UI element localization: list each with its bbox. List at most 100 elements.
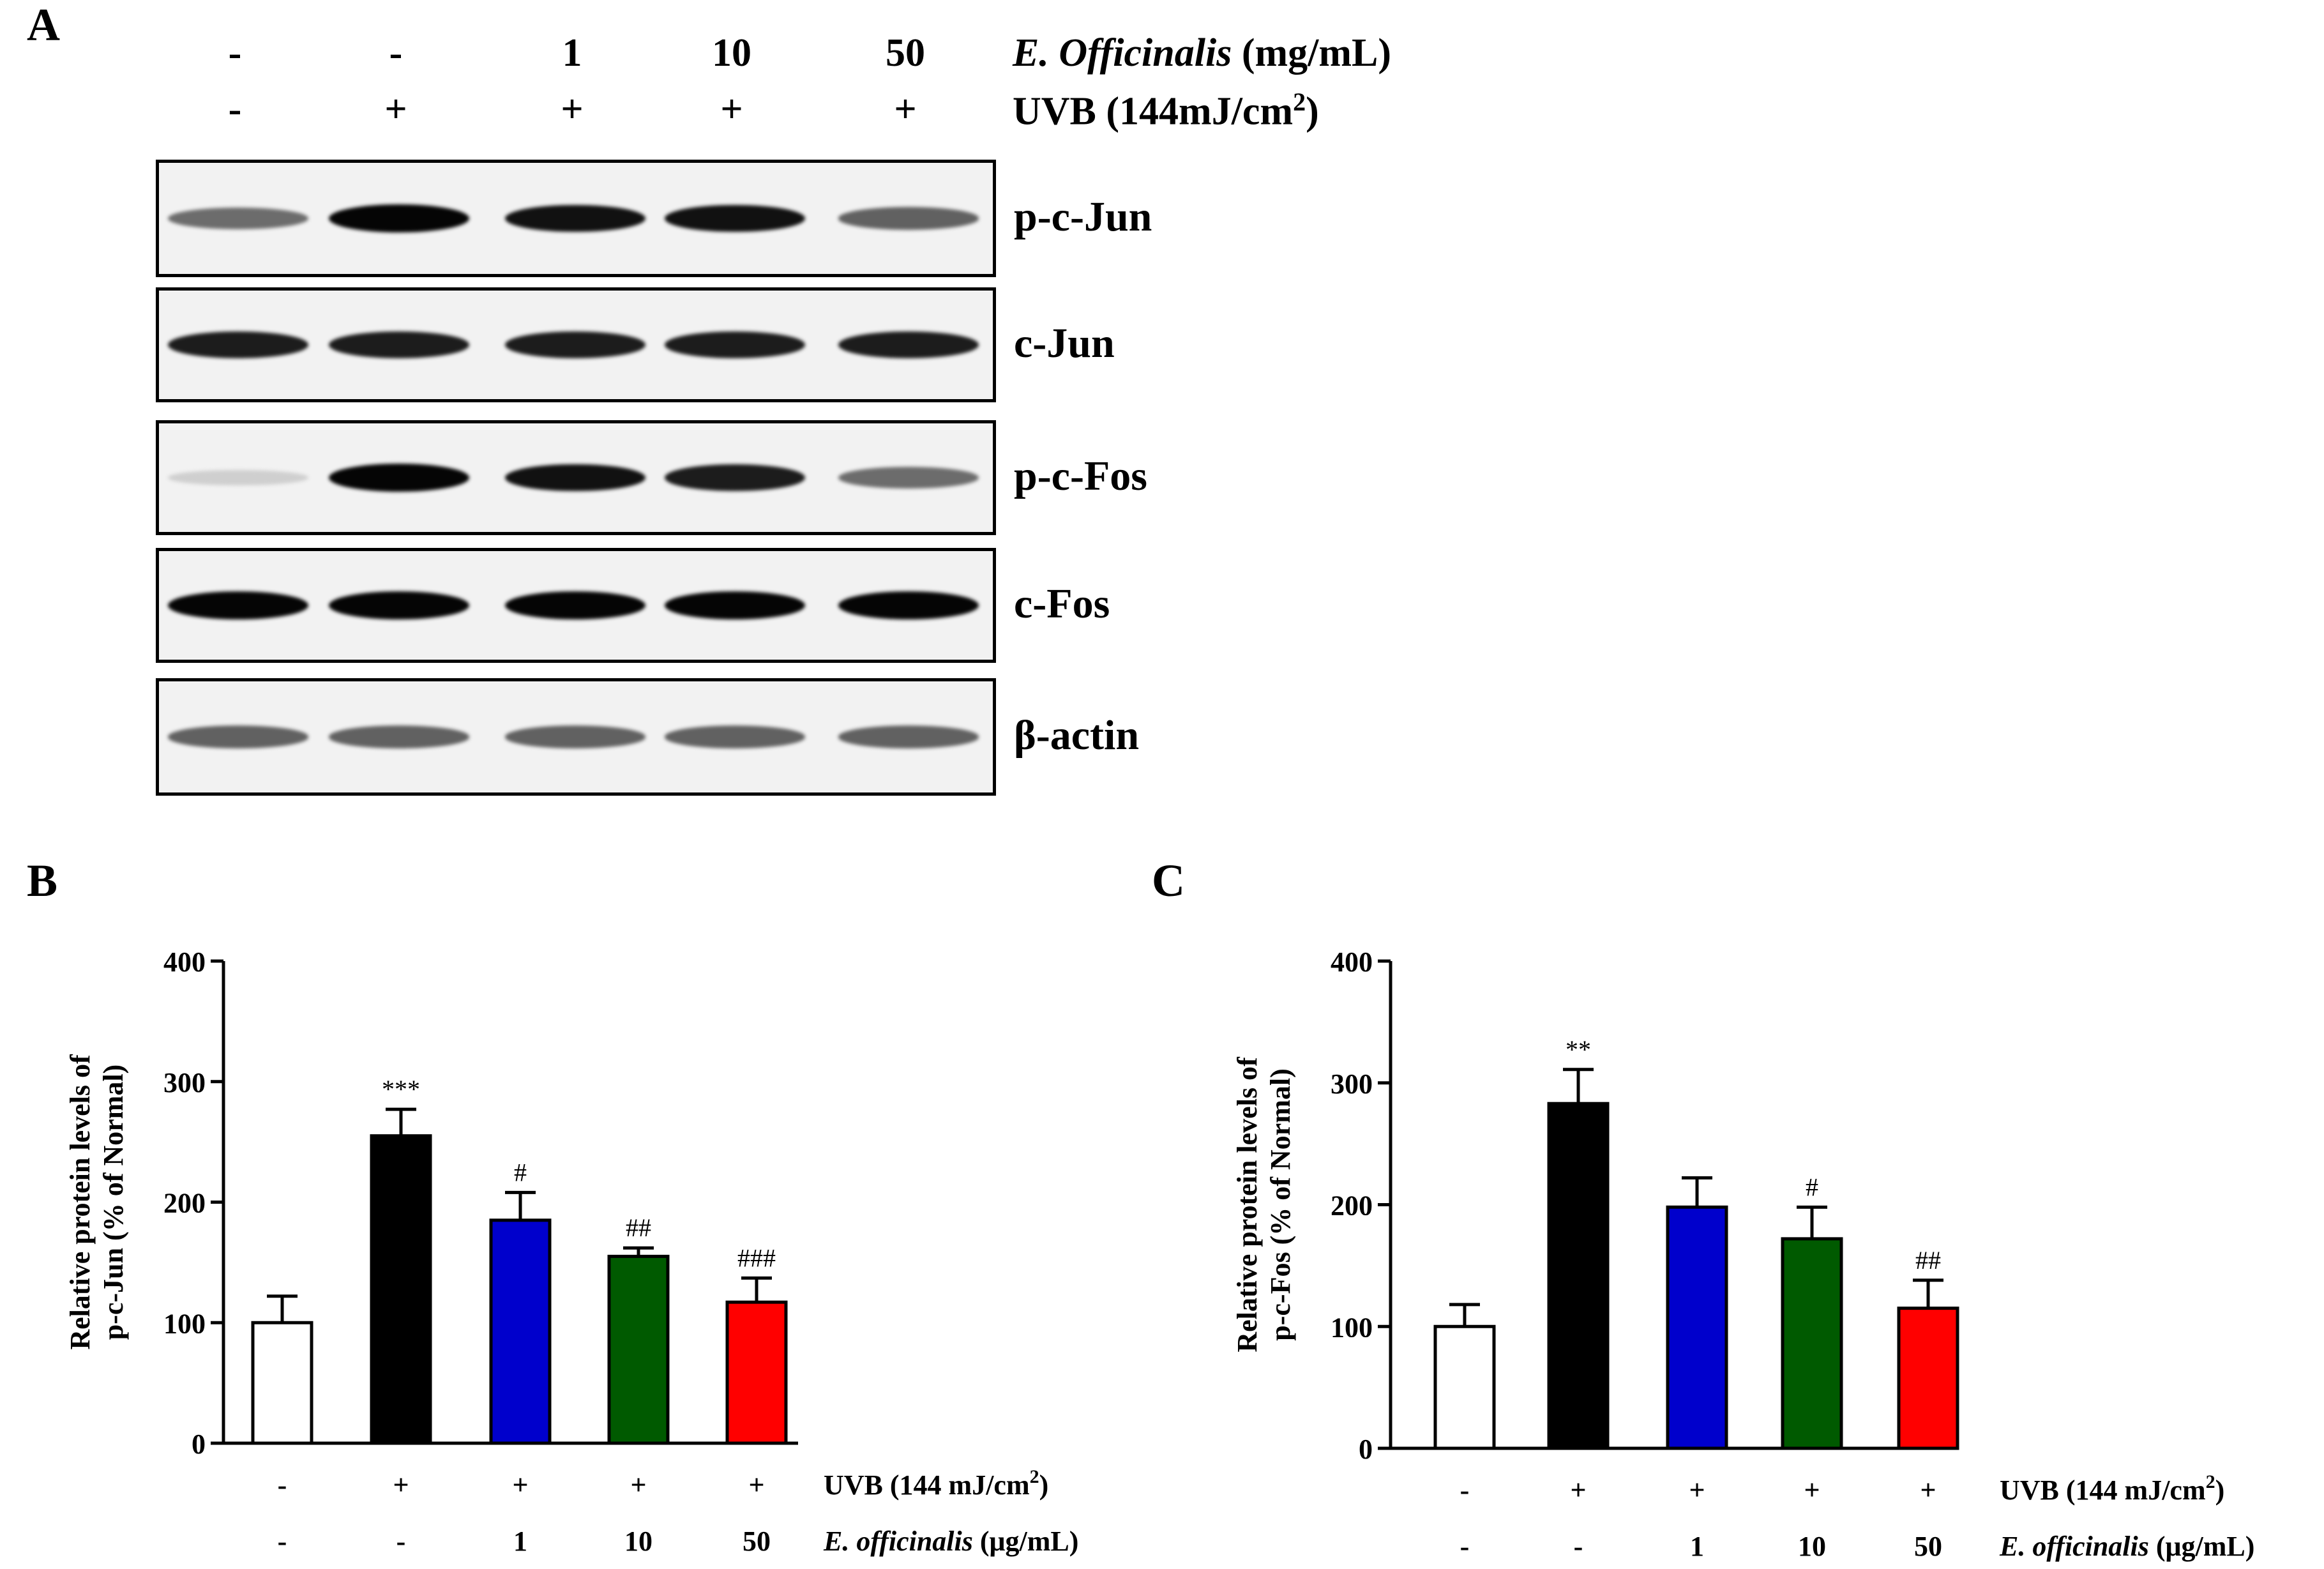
blot-band	[838, 466, 979, 489]
blot-band	[665, 331, 805, 358]
y-tick-label: 300	[163, 1067, 206, 1098]
y-tick-label: 100	[1331, 1312, 1373, 1343]
bar	[370, 1134, 432, 1445]
blot-band	[168, 725, 308, 748]
blot-band	[505, 591, 645, 619]
blot-band	[168, 207, 308, 230]
blot-band	[838, 331, 979, 358]
header-dose-label-italic: E. Officinalis	[1013, 31, 1232, 75]
blot-band	[505, 725, 645, 748]
header-dose-lane-1: -	[228, 31, 242, 75]
header-dose-label-unit: (mg/mL)	[1232, 31, 1392, 75]
panel-c-letter: C	[1152, 855, 1185, 906]
significance-label: #	[1806, 1172, 1818, 1201]
header-dose-label: E. Officinalis (mg/mL)	[1013, 31, 1391, 76]
uvb-row-title: UVB (144 mJ/cm2)	[824, 1466, 1048, 1501]
header-uvb-lane-5: +	[894, 87, 917, 131]
dose-row-title: E. officinalis (μg/mL)	[1999, 1531, 2254, 1562]
blot-band	[329, 204, 469, 232]
bar	[251, 1321, 313, 1445]
header-dose-lane-4: 10	[712, 31, 751, 75]
blot-band	[838, 591, 979, 619]
significance-label: ***	[382, 1075, 420, 1103]
blot-label: p-c-Fos	[1014, 453, 1147, 499]
dose-row-label: -	[1574, 1531, 1583, 1562]
chart-c-p-c-fos: 0 100 200 300 400 Relative protein levels of p…	[1232, 946, 2254, 1562]
blot-band	[168, 591, 308, 619]
blot-band	[329, 464, 469, 492]
uvb-row-label: +	[1920, 1474, 1936, 1506]
dose-row-label: -	[278, 1526, 287, 1557]
blot-band	[665, 725, 805, 748]
blot-p-c-fos	[156, 420, 996, 535]
y-tick-label: 300	[1331, 1068, 1373, 1100]
header-uvb-label-tail: )	[1306, 89, 1319, 133]
dose-row-label: 50	[1914, 1531, 1942, 1562]
blot-band	[665, 464, 805, 491]
uvb-row-label: +	[1689, 1474, 1705, 1506]
y-tick-label: 400	[163, 946, 206, 978]
y-tick-label: 400	[1331, 946, 1373, 978]
header-uvb-lane-4: +	[720, 87, 743, 131]
dose-row-label: 10	[624, 1526, 653, 1557]
blot-band	[838, 725, 979, 748]
significance-label: ##	[1915, 1246, 1941, 1275]
blot-band	[168, 469, 308, 486]
blot-label: β-actin	[1014, 712, 1140, 759]
significance-label: #	[514, 1158, 527, 1186]
bar	[489, 1218, 552, 1445]
uvb-row-label: -	[278, 1469, 287, 1501]
bar	[1897, 1307, 1959, 1450]
header-uvb-label-sup: 2	[1293, 87, 1306, 116]
blot-label: c-Jun	[1014, 320, 1115, 367]
blot-band	[329, 331, 469, 358]
y-axis-label-line1: Relative protein levels of	[1232, 1056, 1263, 1353]
dose-row-label: 1	[513, 1526, 527, 1557]
header-dose-lane-2: -	[389, 31, 403, 75]
dose-row-title: E. officinalis (μg/mL)	[823, 1526, 1078, 1557]
dose-row-label: 1	[1690, 1531, 1704, 1562]
header-uvb-lane-2: +	[384, 87, 407, 131]
panel-b-letter: B	[27, 855, 58, 906]
blot-band	[329, 725, 469, 748]
y-tick-label: 200	[163, 1188, 206, 1219]
bar	[607, 1254, 670, 1445]
blot-band	[665, 204, 805, 232]
blot-band	[329, 591, 469, 619]
blot-label: c-Fos	[1014, 580, 1110, 627]
bar	[1433, 1324, 1496, 1450]
dose-row-label: 10	[1798, 1531, 1826, 1562]
header-uvb-lane-1: -	[228, 87, 242, 131]
blot-band	[838, 207, 979, 230]
significance-label: ###	[737, 1243, 776, 1272]
y-tick-label: 200	[1331, 1190, 1373, 1222]
blot-band	[665, 591, 805, 619]
significance-label: **	[1566, 1035, 1591, 1064]
y-tick-label: 0	[1359, 1434, 1373, 1465]
blot-p-c-jun	[156, 160, 996, 277]
y-axis-label-line2: p-c-Fos (% of Normal)	[1265, 1068, 1296, 1340]
blot-label: p-c-Jun	[1014, 193, 1152, 240]
uvb-row-label: +	[393, 1469, 409, 1501]
y-axis-label-line1: Relative protein levels of	[64, 1054, 96, 1350]
header-uvb-label: UVB (144mJ/cm2)	[1013, 87, 1319, 135]
bar	[725, 1300, 788, 1445]
header-dose-lane-3: 1	[562, 31, 582, 75]
y-tick-label: 100	[163, 1308, 206, 1339]
uvb-row-label: +	[512, 1469, 528, 1501]
panel-a-letter: A	[27, 0, 60, 50]
uvb-row-label: +	[1570, 1474, 1586, 1506]
header-uvb-label-main: UVB (144mJ/cm	[1013, 89, 1294, 133]
header-dose-lane-5: 50	[886, 31, 925, 75]
blot-band	[505, 331, 645, 358]
bar	[1781, 1237, 1843, 1450]
chart-b-p-c-jun: 0 100 200 300 400 Relative protein levels of p…	[64, 946, 1078, 1557]
uvb-row-label: -	[1460, 1474, 1470, 1506]
blot-c-jun	[156, 287, 996, 402]
blot--actin	[156, 678, 996, 796]
blot-band	[168, 331, 308, 358]
blot-c-fos	[156, 548, 996, 663]
header-uvb-lane-3: +	[561, 87, 584, 131]
y-axis-label-line2: p-c-Jun (% of Normal)	[98, 1065, 129, 1340]
dose-row-label: -	[1460, 1531, 1470, 1562]
